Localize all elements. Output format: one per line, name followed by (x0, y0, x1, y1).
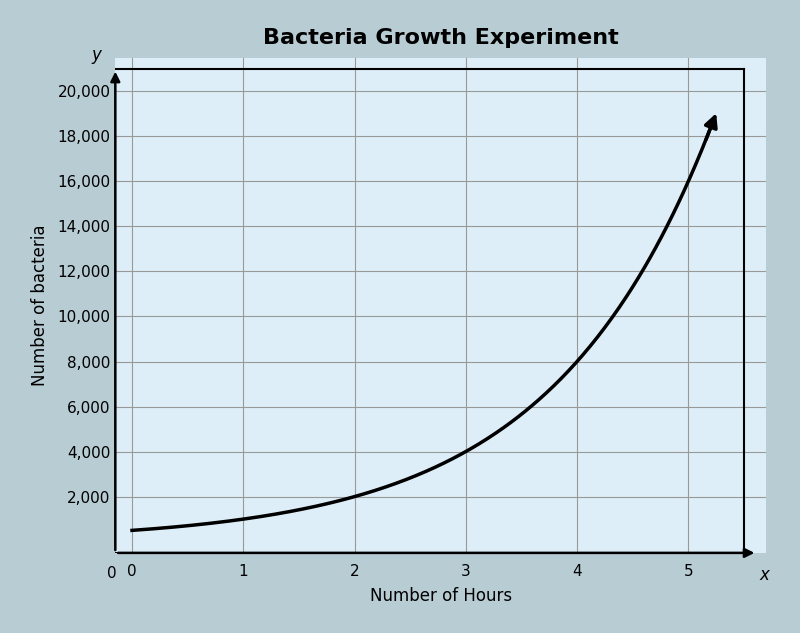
Title: Bacteria Growth Experiment: Bacteria Growth Experiment (263, 28, 618, 47)
Text: x: x (759, 567, 769, 584)
X-axis label: Number of Hours: Number of Hours (370, 587, 512, 605)
Text: 0: 0 (107, 567, 117, 581)
Y-axis label: Number of bacteria: Number of bacteria (31, 225, 49, 386)
Text: y: y (91, 46, 102, 65)
